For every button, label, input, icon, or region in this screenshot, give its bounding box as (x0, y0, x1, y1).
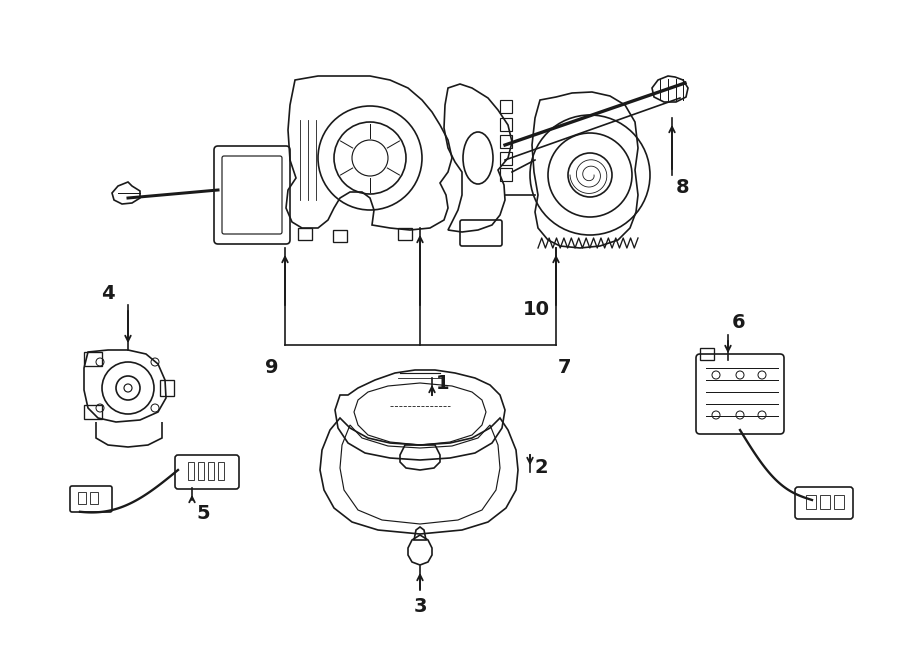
Bar (90, 492, 98, 504)
Bar (198, 462, 204, 480)
Bar (500, 135, 512, 148)
Bar (500, 100, 512, 113)
Bar (298, 228, 312, 240)
Bar (700, 348, 714, 360)
Bar (500, 118, 512, 131)
Bar (84, 352, 102, 366)
Text: 7: 7 (558, 358, 572, 377)
Bar (188, 462, 194, 480)
Text: 4: 4 (102, 284, 115, 303)
Bar (806, 495, 816, 509)
Bar (218, 462, 224, 480)
Text: 9: 9 (265, 358, 278, 377)
Text: 5: 5 (196, 504, 210, 523)
Text: 3: 3 (413, 597, 427, 616)
Bar (78, 492, 86, 504)
Bar (333, 230, 347, 242)
Text: 8: 8 (676, 178, 689, 197)
Text: 6: 6 (732, 313, 745, 332)
Bar (208, 462, 214, 480)
Text: 10: 10 (523, 300, 550, 319)
Bar (500, 152, 512, 165)
Text: 2: 2 (534, 458, 547, 477)
Bar (398, 228, 412, 240)
Bar (820, 495, 830, 509)
Text: 1: 1 (436, 374, 450, 393)
Bar (160, 380, 174, 396)
Bar (834, 495, 844, 509)
Bar (84, 405, 102, 419)
Bar (500, 168, 512, 181)
